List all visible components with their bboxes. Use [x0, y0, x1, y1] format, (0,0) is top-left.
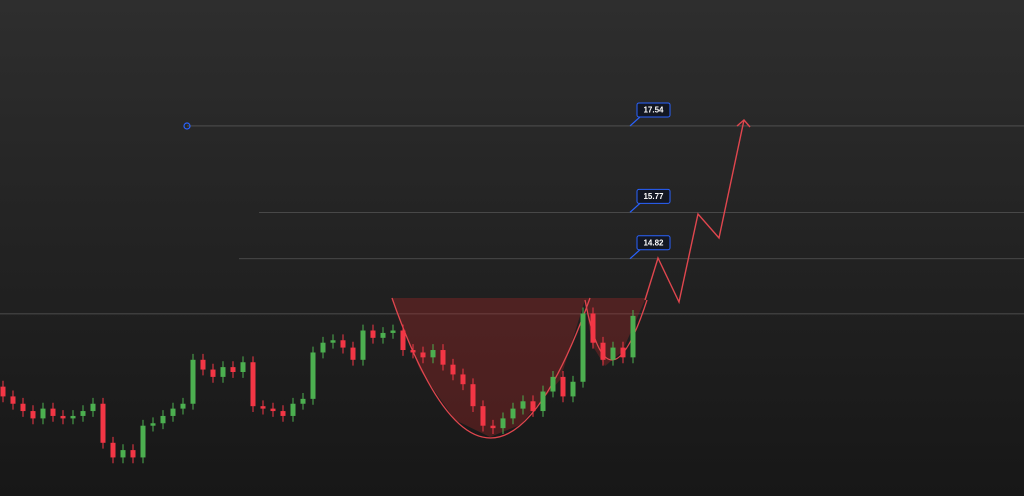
candle-body — [620, 347, 626, 358]
candle-body — [220, 367, 226, 377]
candle-body — [250, 362, 256, 407]
level-label-box — [636, 235, 671, 251]
candle-body — [290, 403, 296, 416]
candle-body — [40, 408, 46, 419]
candle-body — [60, 415, 66, 419]
candle-body — [230, 367, 236, 372]
candle-body — [140, 425, 146, 458]
candle-body — [460, 374, 466, 385]
label-pointer — [629, 202, 641, 213]
candle-body — [150, 423, 156, 426]
candle-body — [200, 359, 206, 370]
candles-layer — [0, 307, 636, 464]
candle-body — [360, 330, 366, 360]
candle-body — [530, 401, 536, 412]
candle-body — [240, 362, 246, 372]
candle-body — [160, 415, 166, 424]
candle-body — [430, 350, 436, 358]
candle-body — [210, 369, 216, 377]
candle-body — [400, 330, 406, 351]
candle-body — [90, 403, 96, 412]
candle-body — [130, 450, 136, 458]
levels-layer: 17.54 15.77 14.82 — [0, 102, 1024, 315]
candle-body — [300, 398, 306, 404]
candle-body — [20, 403, 26, 412]
candle-body — [370, 330, 376, 338]
anchor-point — [183, 122, 191, 130]
level-label: 15.77 — [643, 192, 664, 201]
candle-body — [120, 450, 126, 458]
candle-body — [260, 406, 266, 409]
cup-curve — [391, 297, 591, 439]
cup-shade — [392, 298, 645, 437]
candle-body — [320, 342, 326, 353]
candle-body — [440, 350, 446, 365]
candle-body — [520, 401, 526, 409]
candle-body — [270, 408, 276, 412]
candle-body — [560, 376, 566, 397]
candle-body — [550, 376, 556, 392]
label-pointer — [629, 116, 641, 127]
candle-body — [380, 332, 386, 338]
candle-body — [10, 396, 16, 404]
candle-body — [420, 352, 426, 358]
candle-body — [570, 381, 576, 397]
candle-body — [310, 352, 316, 399]
candle-body — [500, 418, 506, 429]
candle-body — [510, 408, 516, 419]
candle-body — [580, 313, 586, 382]
candle-body — [590, 313, 596, 343]
candle-body — [480, 406, 486, 426]
candle-body — [470, 384, 476, 407]
candle-body — [100, 403, 106, 443]
level-label: 17.54 — [643, 106, 664, 115]
projection-arrowhead — [736, 119, 751, 128]
level-label-box — [636, 188, 671, 204]
candle-body — [170, 408, 176, 416]
candle-body — [600, 342, 606, 360]
candle-body — [350, 347, 356, 360]
candle-body — [110, 442, 116, 458]
candle-body — [70, 415, 76, 419]
candle-body — [630, 315, 636, 358]
candle-body — [390, 330, 396, 333]
candle-body — [540, 391, 546, 412]
candle-body — [180, 403, 186, 409]
label-pointer — [629, 249, 641, 260]
candle-body — [490, 425, 496, 429]
candle-body — [190, 359, 196, 404]
level-label: 14.82 — [643, 238, 664, 247]
candle-body — [80, 411, 86, 416]
candle-body — [610, 347, 616, 360]
projection-path — [644, 119, 745, 305]
candle-body — [30, 411, 36, 419]
candle-body — [450, 364, 456, 375]
level-label-box — [636, 102, 671, 118]
candle-body — [50, 408, 56, 416]
candle-body — [340, 340, 346, 348]
candle-body — [330, 340, 336, 343]
candle-body — [280, 411, 286, 416]
candle-body — [410, 350, 416, 353]
candle-body — [0, 386, 6, 397]
